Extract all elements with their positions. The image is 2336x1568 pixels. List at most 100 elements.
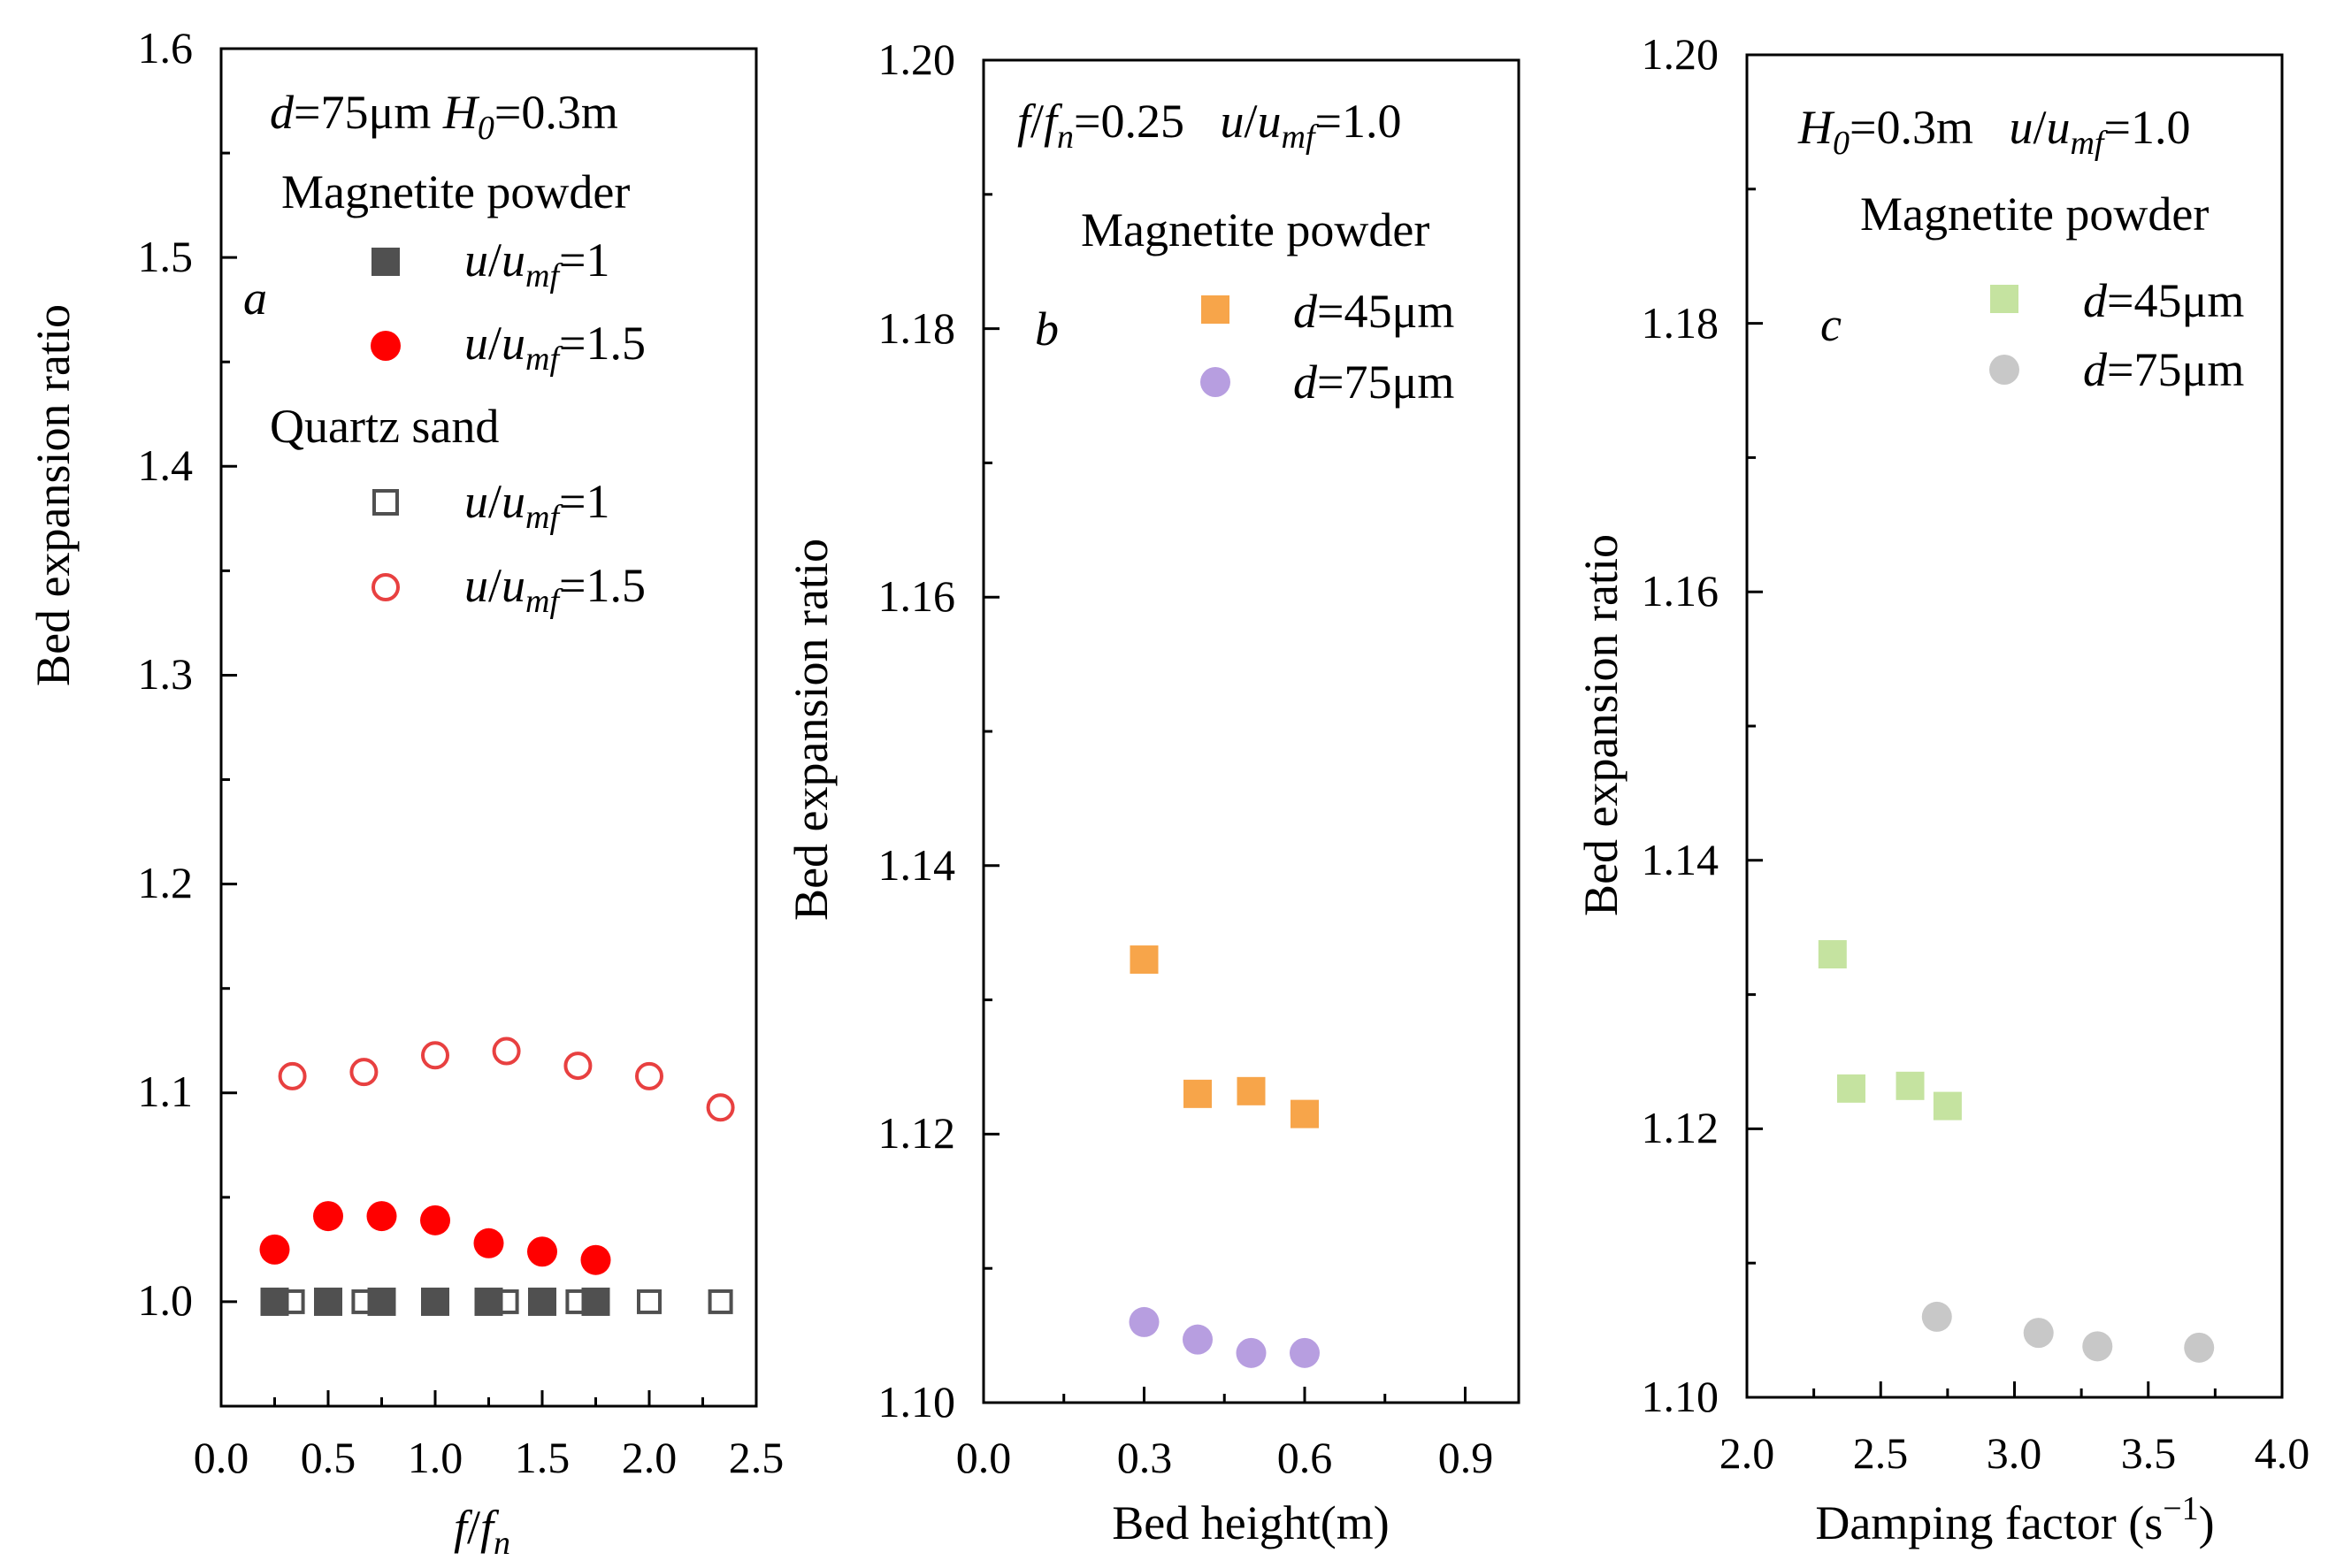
- legend-group-title: Quartz sand: [270, 400, 499, 453]
- panel-c-xtick-label: 3.5: [2121, 1428, 2177, 1478]
- legend-entry-label: u/umf=1: [464, 475, 609, 536]
- panel-a-xtick-label: 2.0: [622, 1433, 678, 1482]
- legend-group-title: Magnetite powder: [281, 165, 630, 218]
- panel-b-ytick-label: 1.16: [878, 571, 956, 621]
- panel-c-ytick-label: 1.16: [1642, 566, 1719, 616]
- panel-b-ytick-label: 1.14: [878, 840, 956, 890]
- panel-c-letter: c: [1820, 298, 1842, 351]
- panel-c-xtick-label: 4.0: [2255, 1428, 2310, 1478]
- legend-group-title: Magnetite powder: [1860, 187, 2209, 241]
- panel-a-ticks: [219, 47, 758, 1406]
- panel-c-xtick-label: 3.0: [1987, 1428, 2042, 1478]
- panel-c-ytick-label: 1.12: [1642, 1103, 1719, 1152]
- panel-a-xtick-label: 1.0: [408, 1433, 463, 1482]
- data-point: [259, 1234, 290, 1265]
- data-point: [421, 1041, 449, 1070]
- data-point: [351, 1289, 377, 1314]
- data-point: [1183, 1324, 1213, 1355]
- panel-a-xtick-label: 2.5: [729, 1433, 785, 1482]
- legend-group-title: Magnetite powder: [1081, 203, 1429, 256]
- panel-a-ytick-label: 1.4: [138, 440, 194, 490]
- data-point: [2184, 1332, 2215, 1363]
- panel-b-ytick-label: 1.10: [878, 1377, 956, 1426]
- legend-marker-square-open: [372, 489, 399, 516]
- panel-a-xtick-label: 1.5: [515, 1433, 571, 1482]
- panel-a-chart: 0.0 0.5 1.0 1.5 2.0 2.5 1.0 1.1 1.2 1.3 …: [27, 23, 784, 1562]
- panel-c-marks: [1818, 940, 2215, 1363]
- panel-c-xtick-label: 2.5: [1853, 1428, 1909, 1478]
- legend-entry-label: d=45μm: [2083, 274, 2244, 327]
- panel-b-legend: Magnetite powder d=45μm d=75μm: [1081, 203, 1454, 409]
- panel-c-legend: Magnetite powder d=45μm d=75μm: [1860, 187, 2244, 396]
- data-point: [708, 1289, 733, 1314]
- legend-marker-square-filled: [1990, 285, 2018, 313]
- panel-a-ytick-label: 1.2: [138, 858, 194, 907]
- panel-a-xlabel: f/fn: [454, 1501, 510, 1562]
- panel-c-ytick-label: 1.18: [1642, 298, 1719, 348]
- data-point: [1129, 1306, 1160, 1337]
- data-point: [366, 1201, 397, 1232]
- data-point: [563, 1052, 593, 1081]
- panel-a-ytick-label: 1.5: [138, 232, 194, 281]
- legend-entry-label: u/umf=1.5: [464, 559, 646, 620]
- legend-entry-label: d=75μm: [2083, 343, 2244, 396]
- data-point: [1921, 1301, 1952, 1332]
- panel-b-ytick-label: 1.12: [878, 1108, 956, 1158]
- data-point: [314, 1287, 342, 1316]
- data-point: [2082, 1331, 2113, 1362]
- panel-a-ytick-label: 1.0: [138, 1275, 194, 1325]
- panel-c-ticks: [1745, 53, 2284, 1399]
- panel-c-conditions: H0=0.3m u/umf=1.0: [1797, 101, 2190, 162]
- panel-a-xtick-label: 0.0: [194, 1433, 249, 1482]
- data-point: [1818, 940, 1847, 969]
- panel-b-ticks: [982, 58, 1467, 1404]
- data-point: [1291, 1099, 1319, 1128]
- legend-marker-circle-filled: [1989, 355, 2019, 385]
- data-point: [421, 1287, 449, 1316]
- data-point: [1836, 1074, 1865, 1103]
- panel-c-ylabel: Bed expansion ratio: [1574, 534, 1628, 916]
- panel-b-letter: b: [1035, 302, 1059, 356]
- data-point: [280, 1289, 305, 1314]
- panel-c-plot-frame: [1745, 53, 2284, 1399]
- panel-a-marks: [259, 1036, 735, 1316]
- data-point: [278, 1061, 307, 1090]
- panel-c-xtick-label: 2.0: [1719, 1428, 1775, 1478]
- data-point: [706, 1093, 735, 1122]
- panel-b-xtick-label: 0.0: [956, 1433, 1012, 1482]
- data-point: [528, 1287, 556, 1316]
- panel-b-xtick-label: 0.9: [1438, 1433, 1494, 1482]
- panel-a-xtick-label: 0.5: [301, 1433, 356, 1482]
- panel-b-plot-frame: [982, 58, 1520, 1404]
- legend-marker-circle-filled: [1200, 367, 1230, 397]
- panel-a-legend: Magnetite powder u/umf=1 u/umf=1.5 Quart…: [270, 165, 646, 620]
- panel-b-conditions: f/fn=0.25 u/umf=1.0: [1017, 95, 1402, 156]
- data-point: [527, 1236, 557, 1267]
- data-point: [349, 1058, 379, 1087]
- panel-b-xtick-label: 0.3: [1117, 1433, 1173, 1482]
- legend-marker-circle-filled: [371, 331, 401, 361]
- data-point: [473, 1228, 504, 1258]
- panel-a-ytick-label: 1.3: [138, 649, 194, 699]
- data-point: [420, 1205, 450, 1235]
- panel-a-ytick-label: 1.6: [138, 23, 194, 73]
- legend-marker-circle-open: [371, 573, 400, 601]
- data-point: [580, 1244, 611, 1275]
- panel-c-ytick-label: 1.14: [1642, 835, 1719, 884]
- data-point: [313, 1201, 343, 1232]
- panel-b-ylabel: Bed expansion ratio: [785, 539, 838, 921]
- panel-c-ytick-label: 1.20: [1642, 29, 1719, 79]
- panel-a-ylabel: Bed expansion ratio: [27, 304, 80, 686]
- panel-b-ytick-label: 1.18: [878, 303, 956, 353]
- data-point: [492, 1036, 521, 1066]
- legend-entry-label: u/umf=1: [464, 233, 609, 294]
- data-point: [635, 1061, 663, 1090]
- panel-b-xlabel: Bed height(m): [1112, 1496, 1389, 1549]
- data-point: [494, 1289, 519, 1314]
- legend-entry-label: d=75μm: [1293, 356, 1454, 409]
- panel-b-ytick-label: 1.20: [878, 34, 956, 84]
- data-point: [1130, 945, 1159, 975]
- legend-marker-square-filled: [371, 248, 400, 276]
- data-point: [1933, 1091, 1962, 1121]
